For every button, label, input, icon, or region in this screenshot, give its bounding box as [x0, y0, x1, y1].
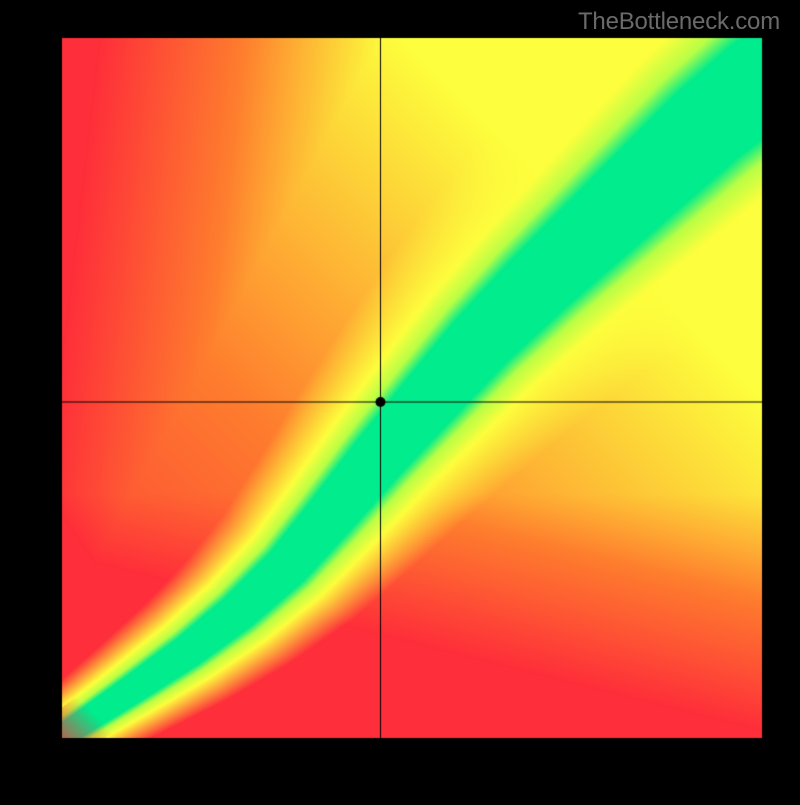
watermark-text: TheBottleneck.com [578, 8, 780, 36]
heatmap-chart [0, 0, 800, 805]
